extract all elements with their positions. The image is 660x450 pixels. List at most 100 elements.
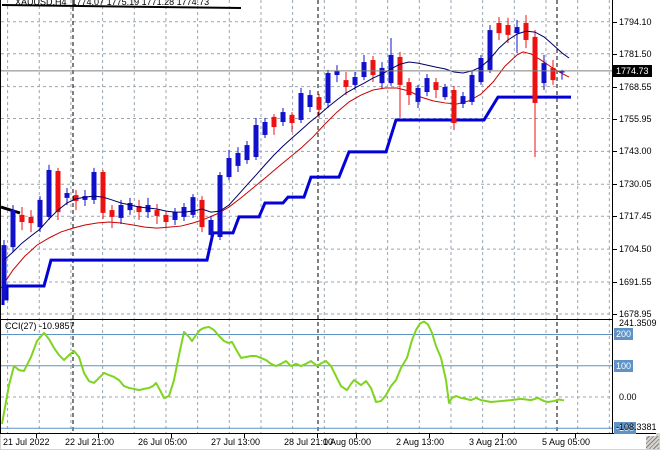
- time-axis-label: 5 Aug 05:00: [542, 437, 591, 447]
- bear-candle: [109, 210, 115, 217]
- bull-candle: [469, 75, 475, 102]
- bear-candle: [100, 171, 106, 213]
- bull-candle: [1, 245, 7, 300]
- cci-level-badge: -100: [614, 422, 637, 435]
- time-axis-tick: [356, 434, 357, 438]
- time-axis-tick: [244, 434, 245, 438]
- price-axis-tick: [613, 53, 617, 55]
- time-scale[interactable]: 21 Jul 2022 22 Jul 21:00 26 Jul 05:00 27 Ju…: [1, 434, 656, 449]
- time-axis-tick: [317, 434, 318, 438]
- symbol-period-label: XAUUSD,H4: [15, 0, 67, 7]
- price-axis-border: [612, 0, 613, 434]
- bear-candle: [316, 97, 322, 110]
- bear-candle: [505, 25, 511, 35]
- bear-candle: [370, 60, 376, 76]
- navy-ma-line: [3, 30, 570, 261]
- bear-candle: [199, 199, 205, 228]
- chart-plot-area[interactable]: XAUUSD,H4 1774.07 1775.19 1771.28 1774.7…: [1, 0, 612, 434]
- bull-candle: [361, 62, 367, 78]
- bear-candle: [496, 22, 502, 34]
- bid-price-badge: 1774.73: [613, 64, 652, 77]
- price-axis-label: 1704.50: [619, 244, 652, 255]
- bear-candle: [550, 67, 556, 81]
- time-axis-tick: [429, 434, 430, 438]
- ohlc-values: 1774.07 1775.19 1771.28 1774.73: [71, 0, 210, 7]
- bull-candle: [424, 78, 430, 93]
- bull-candle: [487, 30, 493, 70]
- blue-step-indicator-line: [1, 95, 571, 306]
- bear-candle: [28, 216, 34, 224]
- bear-candle: [163, 214, 169, 223]
- bear-candle: [406, 82, 412, 96]
- bull-candle: [379, 67, 385, 84]
- bull-candle: [478, 58, 484, 83]
- price-axis-tick: [613, 86, 617, 88]
- price-axis-tick: [613, 184, 617, 186]
- bear-candle: [343, 80, 349, 87]
- bull-candle: [307, 95, 313, 108]
- time-axis-tick: [575, 434, 576, 438]
- bull-candle: [514, 27, 520, 34]
- bull-candle: [253, 125, 259, 158]
- window-resize-grip-icon[interactable]: [646, 436, 659, 449]
- bull-candle: [118, 204, 124, 218]
- bull-candle: [145, 204, 151, 213]
- bear-candle: [154, 210, 160, 216]
- bull-candle: [10, 210, 16, 248]
- bull-candle: [262, 121, 268, 135]
- bull-candle: [442, 86, 448, 98]
- trendline-object[interactable]: [1, 4, 242, 9]
- bull-candle: [235, 152, 241, 166]
- time-axis-border: [1, 433, 656, 434]
- bull-candle: [91, 171, 97, 200]
- time-axis-label: 26 Jul 05:00: [138, 437, 188, 447]
- trendline-object[interactable]: [1, 205, 21, 215]
- bull-candle: [226, 158, 232, 178]
- bull-candle: [244, 145, 250, 161]
- time-axis-tick: [502, 434, 503, 438]
- time-axis-tick: [171, 434, 172, 438]
- cci-level-badge: 100: [614, 359, 634, 372]
- price-axis-label: 1768.55: [619, 81, 652, 92]
- cci-level-badge: 200: [614, 328, 634, 341]
- bull-candle: [82, 196, 88, 200]
- bear-candle: [289, 114, 295, 123]
- time-axis-label: 22 Jul 21:00: [65, 437, 115, 447]
- bull-candle: [298, 93, 304, 120]
- cci-max-label: 241.3509: [619, 318, 657, 328]
- chart-title: XAUUSD,H4 1774.07 1775.19 1771.28 1774.7…: [15, 0, 209, 7]
- time-axis-label: 27 Jul 13:00: [211, 437, 261, 447]
- price-axis-label: 1781.50: [619, 48, 652, 59]
- indicator-value-label: CCI(27) -10.9857: [5, 321, 75, 331]
- price-axis-tick: [613, 282, 617, 284]
- bull-candle: [280, 112, 286, 122]
- bull-candle: [64, 193, 70, 198]
- time-axis-label: 28 Jul 21:00: [284, 437, 334, 447]
- price-axis-tick: [613, 216, 617, 218]
- bear-candle: [19, 214, 25, 223]
- bear-candle: [55, 170, 61, 213]
- price-axis-label: 1678.95: [619, 309, 652, 320]
- bull-candle: [415, 87, 421, 102]
- cci-indicator-line: [1, 320, 565, 425]
- bull-candle: [460, 96, 466, 104]
- price-axis-label: 1743.00: [619, 146, 652, 157]
- red-ma-line: [1, 51, 570, 289]
- time-axis-label: 2 Aug 13:00: [396, 437, 445, 447]
- price-axis-tick: [613, 249, 617, 251]
- window-left-border: [0, 0, 1, 434]
- price-scale[interactable]: 1794.10 1781.50 1768.55 1755.95 1743.00 1730.…: [613, 0, 660, 435]
- time-axis-tick: [98, 434, 99, 438]
- price-axis-label: 1717.45: [619, 211, 652, 222]
- bull-candle: [559, 70, 565, 73]
- bull-candle: [334, 70, 340, 76]
- time-axis-label: 3 Aug 21:00: [469, 437, 518, 447]
- price-axis-tick: [613, 118, 617, 120]
- bear-candle: [136, 206, 142, 213]
- price-axis-label: 1794.10: [619, 16, 652, 27]
- bear-candle: [451, 89, 457, 123]
- bull-candle: [352, 77, 358, 85]
- bear-candle: [532, 36, 538, 103]
- chart-canvas[interactable]: [1, 0, 612, 434]
